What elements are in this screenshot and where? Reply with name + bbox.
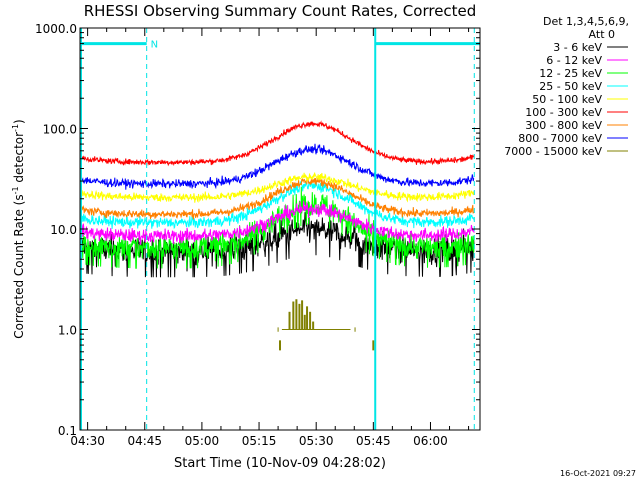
x-tick-label-0: 04:30 (70, 434, 105, 448)
x-tick-label-1: 04:45 (127, 434, 162, 448)
legend-header-line1: Det 1,3,4,5,6,9, (543, 15, 629, 28)
svg-text:Corrected Count Rate (s-1 dete: Corrected Count Rate (s-1 detector-1) (11, 119, 26, 338)
legend-label-2: 12 - 25 keV (539, 67, 602, 80)
legend-label-5: 100 - 300 keV (525, 106, 602, 119)
y-tick-label-4: 1000.0 (35, 22, 77, 36)
legend-label-8: 7000 - 15000 keV (504, 145, 602, 158)
timestamp-label: 16-Oct-2021 09:27 (560, 469, 636, 478)
night-layer: N (80, 28, 480, 430)
legend-label-3: 25 - 50 keV (539, 80, 602, 93)
y-axis-label-mid: detector (12, 132, 26, 187)
y-axis-label: Corrected Count Rate (s-1 detector-1) (11, 119, 26, 338)
series-line-8 (277, 299, 375, 351)
y-tick-label-1: 1.0 (58, 324, 77, 338)
y-axis-label-sup2: -1 (11, 124, 20, 132)
legend-label-4: 50 - 100 keV (532, 93, 602, 106)
series-line-1 (81, 200, 475, 245)
series-line-7 (81, 143, 475, 190)
axes-layer: 0.1 1.0 10.0 100.0 1000.0 04:30 04:45 05:00 05:1… (35, 22, 481, 448)
legend-label-7: 800 - 7000 keV (518, 132, 602, 145)
legend-header-line2: Att 0 (589, 28, 615, 41)
x-tick-label-6: 06:00 (413, 434, 448, 448)
series-line-3 (81, 179, 475, 230)
x-tick-label-2: 05:00 (185, 434, 220, 448)
series-layer (81, 120, 475, 351)
chart-title: RHESSI Observing Summary Count Rates, Co… (84, 2, 477, 20)
night-flag-label: N (151, 40, 158, 51)
x-tick-label-3: 05:15 (242, 434, 277, 448)
y-tick-label-2: 10.0 (50, 223, 77, 237)
legend-label-1: 6 - 12 keV (546, 54, 602, 67)
series-line-4 (81, 172, 475, 204)
legend-label-0: 3 - 6 keV (553, 41, 602, 54)
y-axis-label-text: Corrected Count Rate (s (12, 194, 26, 338)
y-tick-label-3: 100.0 (43, 123, 77, 137)
x-axis-label: Start Time (10-Nov-09 04:28:02) (174, 456, 386, 471)
x-tick-label-5: 05:45 (356, 434, 391, 448)
y-axis-label-sup1: -1 (11, 186, 20, 194)
y-axis-label-end: ) (12, 119, 26, 124)
legend-label-6: 300 - 800 keV (525, 119, 602, 132)
x-tick-label-4: 05:30 (299, 434, 334, 448)
series-line-5 (81, 120, 475, 167)
series-line-6 (81, 177, 475, 220)
series-line-0 (81, 212, 475, 278)
y-tick-label-0: 0.1 (58, 424, 77, 438)
